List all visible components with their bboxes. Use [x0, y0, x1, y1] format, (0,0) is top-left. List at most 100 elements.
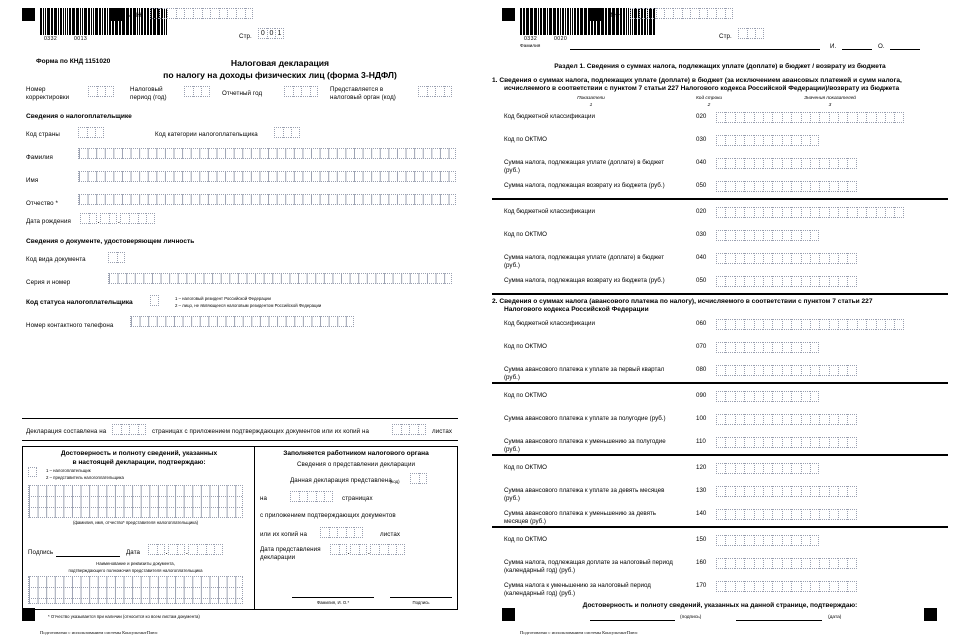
row-label: Сумма налога, подлежащая возврату из бюд…	[504, 277, 665, 284]
doc-series-input[interactable]	[108, 273, 452, 284]
category-code-input[interactable]	[274, 127, 300, 138]
inn-label-2: ИНН	[608, 12, 622, 19]
group-separator	[492, 526, 948, 528]
submitted-code-input[interactable]	[410, 473, 428, 484]
column-number-1: 1	[589, 103, 593, 108]
page-date-caption: (дата)	[828, 615, 842, 620]
auth-doc-caption-1: Наименование и реквизиты документа,	[96, 561, 175, 566]
row-value-input[interactable]	[716, 391, 820, 402]
official-date-label-1: Дата представления	[260, 546, 321, 553]
corner-mark-bottom-left	[22, 608, 35, 621]
declaration-pages-input[interactable]	[112, 424, 147, 435]
row-value-input[interactable]	[716, 158, 857, 169]
row-value-input[interactable]	[716, 112, 904, 123]
row-label: Сумма авансового платежа к уплате за дев…	[504, 487, 665, 502]
row-value-input[interactable]	[716, 437, 857, 448]
row-label: Сумма налога, подлежащая уплате (доплате…	[504, 159, 665, 174]
initial-first-line[interactable]	[842, 49, 872, 50]
official-signature-line[interactable]	[390, 597, 452, 598]
row-value-input[interactable]	[716, 509, 857, 520]
surname-line-2[interactable]	[570, 49, 820, 50]
confirm-code-input[interactable]	[28, 467, 37, 477]
row-value-input[interactable]	[716, 135, 820, 146]
birthdate-input[interactable]: ..	[80, 213, 155, 225]
signature-label: Подпись	[28, 549, 54, 556]
part-2-text-line1: 2. Сведения о суммах налога (авансового …	[492, 298, 873, 305]
row-label: Код бюджетной классификации	[504, 208, 595, 215]
row-value-input[interactable]	[716, 463, 820, 474]
report-year-input[interactable]	[284, 86, 319, 97]
patronymic-input[interactable]	[78, 194, 456, 205]
firstname-input[interactable]	[78, 171, 456, 182]
official-fio-line[interactable]	[292, 597, 374, 598]
row-value-input[interactable]	[716, 581, 857, 592]
row-value-input[interactable]	[716, 230, 820, 241]
form-title-line1: Налоговая декларация	[230, 58, 330, 68]
page-signature-caption: (подпись)	[680, 615, 702, 620]
row-value-input[interactable]	[716, 558, 857, 569]
group-separator	[492, 293, 948, 295]
doc-type-input[interactable]	[108, 252, 126, 263]
bottom-box-divider	[254, 446, 255, 609]
page-signature-line[interactable]	[590, 620, 675, 621]
sheets-word: листах	[432, 428, 453, 435]
correction-number-input[interactable]	[88, 86, 114, 97]
row-code: 150	[696, 536, 707, 543]
submitted-code-hint: (код)	[390, 479, 400, 484]
inn-input-2[interactable]	[630, 8, 734, 19]
bottom-box-bottom-border	[22, 609, 458, 610]
row-code: 140	[696, 510, 707, 517]
footnote-patronymic: * Отчество указывается при наличии (отно…	[48, 614, 200, 619]
initial-first-label: И.	[830, 43, 837, 50]
row-value-input[interactable]	[716, 181, 857, 192]
auth-doc-input[interactable]	[28, 576, 243, 604]
representative-fio-input[interactable]	[28, 485, 243, 518]
taxpayer-status-label: Код статуса налогоплательщика	[26, 299, 133, 306]
page-date-line[interactable]	[736, 620, 822, 621]
row-code: 050	[696, 277, 707, 284]
bottom-box-right-border	[457, 446, 458, 609]
attachment-sheets-input[interactable]	[392, 424, 427, 435]
row-label: Сумма налога, подлежащая возврату из бюд…	[504, 182, 665, 189]
signature-line[interactable]	[56, 556, 120, 557]
inn-input[interactable]	[150, 8, 254, 19]
official-sheets-input[interactable]	[320, 527, 363, 538]
part-2-text-line2: Налогового кодекса Российской Федерации	[504, 306, 649, 313]
phone-input[interactable]	[130, 316, 354, 327]
divider-below-pages-line	[22, 440, 458, 441]
row-value-input[interactable]	[716, 535, 820, 546]
row-value-input[interactable]	[716, 414, 857, 425]
tax-period-input[interactable]	[184, 86, 210, 97]
official-date-input[interactable]: ..	[330, 544, 405, 556]
official-pages-input[interactable]	[290, 491, 333, 502]
representative-date-input[interactable]: ..	[148, 544, 223, 556]
row-value-input[interactable]	[716, 207, 904, 218]
page-number-input-2[interactable]	[738, 28, 764, 39]
confirm-title-1: Достоверность и полноту сведений, указан…	[60, 450, 218, 457]
row-value-input[interactable]	[716, 342, 820, 353]
row-label: Сумма налога, подлежащая доплате за нало…	[504, 559, 673, 574]
representative-fio-caption: (фамилия, имя, отчество* представителя н…	[72, 520, 199, 525]
row-value-input[interactable]	[716, 319, 904, 330]
row-value-input[interactable]	[716, 276, 857, 287]
row-value-input[interactable]	[716, 365, 857, 376]
taxpayer-status-input[interactable]	[150, 295, 159, 306]
bottom-box-left-border	[22, 446, 23, 609]
date-label: Дата	[126, 549, 141, 556]
initial-second-line[interactable]	[890, 49, 920, 50]
row-value-input[interactable]	[716, 486, 857, 497]
correction-number-label-1: Номер	[26, 86, 46, 93]
row-code: 030	[696, 136, 707, 143]
row-value-input[interactable]	[716, 253, 857, 264]
surname-input[interactable]	[78, 148, 456, 159]
official-date-label-2: декларации	[260, 554, 296, 561]
row-code: 120	[696, 464, 707, 471]
country-code-input[interactable]	[78, 127, 104, 138]
official-signature-caption: Подпись	[412, 600, 430, 605]
row-label: Сумма авансового платежа к уплате за пер…	[504, 366, 665, 381]
official-block-title: Заполняется работником налогового органа	[283, 450, 429, 457]
row-code: 170	[696, 582, 707, 589]
form-title-line2: по налогу на доходы физических лиц (форм…	[163, 70, 397, 80]
tax-authority-input[interactable]	[418, 86, 453, 97]
